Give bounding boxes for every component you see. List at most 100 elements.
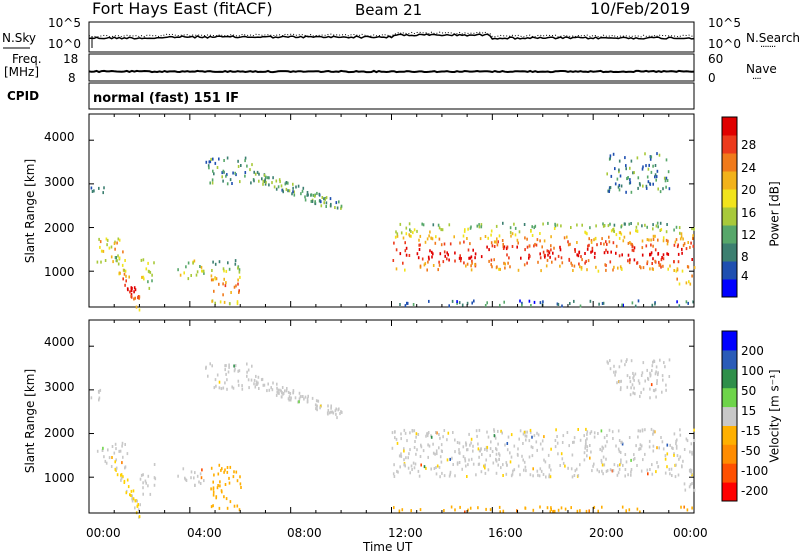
power-echo-cell (100, 249, 103, 253)
velocity-echo-cell (640, 374, 643, 377)
power-echo-cell (590, 240, 593, 244)
velocity-echo-cell (233, 470, 235, 474)
power-echo-cell (222, 282, 224, 286)
power-echo-cell (503, 300, 505, 304)
power-echo-cell (634, 304, 637, 308)
power-echo-cell (448, 223, 451, 227)
velocity-echo-cell (598, 470, 600, 474)
velocity-echo-cell (443, 474, 446, 478)
power-echo-cell (424, 262, 427, 266)
velocity-echo-cell (621, 505, 624, 509)
velocity-echo-cell (303, 397, 305, 401)
velocity-echo-cell (677, 473, 680, 477)
power-echo-cell (615, 244, 618, 248)
velocity-echo-cell (543, 435, 545, 439)
power-echo-cell (641, 224, 643, 228)
velocity-echo-cell (281, 391, 283, 395)
velocity-echo-cell (506, 448, 509, 452)
velocity-echo-cell (638, 447, 640, 451)
power-echo-cell (507, 261, 509, 265)
velocity-echo-cell (139, 503, 141, 507)
power-echo-cell (90, 186, 93, 190)
power-echo-cell (205, 160, 208, 164)
power-echo-cell (410, 230, 412, 233)
power-echo-cell (223, 300, 226, 304)
power-echo-cell (610, 250, 612, 254)
velocity-echo-cell (549, 510, 552, 514)
power-echo-cell (462, 234, 465, 238)
power-echo-cell (576, 253, 578, 257)
power-echo-cell (208, 166, 210, 170)
velocity-echo-cell (657, 373, 659, 377)
nave-tick-low: 0 (708, 71, 716, 85)
power-echo-cell (523, 223, 526, 226)
power-echo-cell (674, 240, 677, 244)
power-echo-cell (652, 223, 654, 227)
power-echo-cell (499, 267, 501, 271)
power-echo-cell (471, 259, 473, 263)
velocity-echo-cell (142, 481, 144, 485)
power-echo-cell (122, 250, 124, 254)
power-echo-cell (185, 265, 187, 269)
power-echo-cell (480, 225, 483, 229)
power-echo-cell (223, 269, 225, 273)
noise-search-series (88, 31, 695, 38)
velocity-echo-cell (393, 475, 396, 478)
power-cbar-tick-20: 20 (741, 183, 757, 197)
power-echo-cell (405, 226, 408, 230)
velocity-echo-cell (223, 470, 225, 474)
velocity-echo-cell (475, 473, 477, 477)
power-echo-cell (141, 275, 143, 279)
power-echo-cell (470, 255, 473, 259)
power-echo-cell (304, 195, 306, 199)
velocity-echo-cell (597, 432, 599, 435)
power-echo-cell (131, 286, 133, 290)
velocity-echo-cell (210, 466, 213, 470)
nsearch-tick-high: 10^5 (708, 16, 741, 30)
velocity-echo-cell (226, 466, 229, 469)
velocity-echo-cell (639, 429, 641, 433)
velocity-echo-cell (90, 396, 93, 400)
power-echo-cell (231, 182, 233, 185)
power-echo-cell (580, 255, 582, 259)
power-echo-cell (465, 264, 467, 268)
velocity-echo-cell (618, 449, 621, 453)
power-echo-cell (226, 173, 228, 177)
power-echo-cell (223, 277, 225, 281)
power-echo-cell (200, 265, 203, 269)
velocity-echo-cell (217, 484, 219, 487)
velocity-echo-cell (282, 392, 284, 396)
power-echo-cell (236, 302, 239, 306)
vel-cbar-tick-neg15: -15 (741, 424, 761, 438)
velocity-echo-cell (513, 468, 516, 472)
velocity-echo-cell (276, 386, 278, 390)
power-ytick-4000: 4000 (44, 130, 75, 144)
velocity-echo-cell (216, 486, 219, 490)
power-echo-cell (238, 268, 241, 272)
velocity-echo-cell (327, 408, 330, 412)
velocity-echo-cell (567, 466, 569, 470)
velocity-echo-cell (658, 446, 660, 450)
power-echo-cell (608, 240, 611, 244)
velocity-echo-cell (648, 439, 651, 443)
power-echo-cell (516, 238, 519, 242)
velocity-echo-cell (224, 468, 226, 472)
velocity-echo-cell (664, 454, 667, 458)
power-echo-cell (676, 277, 678, 281)
velocity-echo-cell (608, 428, 611, 432)
power-echo-cell (609, 156, 611, 160)
power-echo-cell (602, 224, 605, 228)
power-echo-cell (209, 160, 212, 164)
power-echo-cell (630, 159, 633, 163)
velocity-echo-cell (675, 444, 678, 448)
velocity-echo-cell (516, 509, 518, 513)
power-echo-cell (569, 302, 571, 305)
velocity-echo-cell (541, 447, 544, 451)
velocity-echo-cell (634, 392, 636, 396)
power-echo-cell (429, 230, 431, 234)
velocity-echo-cell (652, 449, 655, 453)
vel-cbar-tick-neg50: -50 (741, 444, 761, 458)
power-echo-cell (549, 255, 551, 259)
velocity-echo-cell (262, 383, 265, 387)
velocity-echo-cell (586, 448, 588, 452)
